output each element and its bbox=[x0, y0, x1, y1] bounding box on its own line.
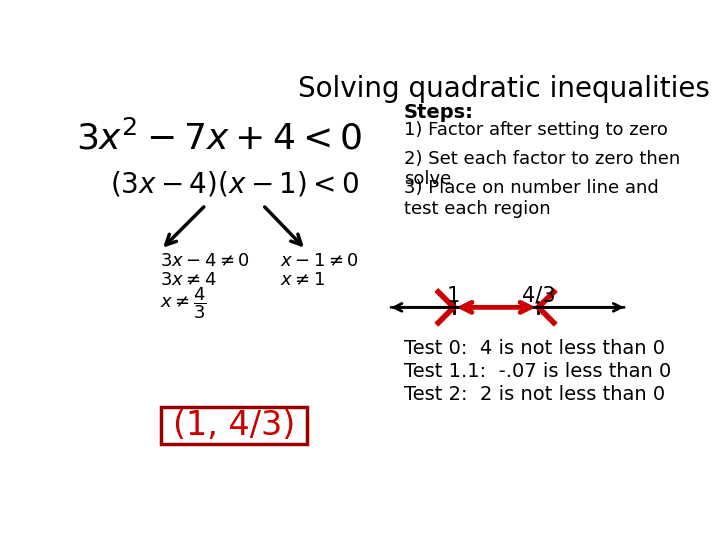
Text: 1) Factor after setting to zero: 1) Factor after setting to zero bbox=[404, 122, 667, 139]
Text: Solving quadratic inequalities: Solving quadratic inequalities bbox=[298, 76, 710, 104]
Text: $x\neq \dfrac{4}{3}$: $x\neq \dfrac{4}{3}$ bbox=[160, 286, 206, 321]
Text: 2) Set each factor to zero then
solve: 2) Set each factor to zero then solve bbox=[404, 150, 680, 188]
Text: Steps:: Steps: bbox=[404, 103, 474, 122]
Text: Test 0:  4 is not less than 0: Test 0: 4 is not less than 0 bbox=[404, 339, 665, 357]
FancyBboxPatch shape bbox=[161, 407, 307, 444]
Text: 3) Place on number line and
test each region: 3) Place on number line and test each re… bbox=[404, 179, 658, 218]
Text: Test 2:  2 is not less than 0: Test 2: 2 is not less than 0 bbox=[404, 385, 665, 404]
Text: Test 1.1:  -.07 is less than 0: Test 1.1: -.07 is less than 0 bbox=[404, 362, 671, 381]
Text: $x\neq 1$: $x\neq 1$ bbox=[281, 272, 325, 289]
Text: $x-1\neq 0$: $x-1\neq 0$ bbox=[281, 252, 359, 270]
Text: $3x\neq 4$: $3x\neq 4$ bbox=[160, 272, 216, 289]
Text: $(3x-4)(x-1)<0$: $(3x-4)(x-1)<0$ bbox=[109, 170, 359, 199]
Text: $3x-4\neq 0$: $3x-4\neq 0$ bbox=[160, 252, 249, 270]
Text: 1: 1 bbox=[447, 286, 460, 306]
Text: $3x^2-7x+4<0$: $3x^2-7x+4<0$ bbox=[76, 120, 362, 156]
Text: (1, 4/3): (1, 4/3) bbox=[173, 409, 295, 442]
Text: 4/3: 4/3 bbox=[522, 286, 555, 306]
